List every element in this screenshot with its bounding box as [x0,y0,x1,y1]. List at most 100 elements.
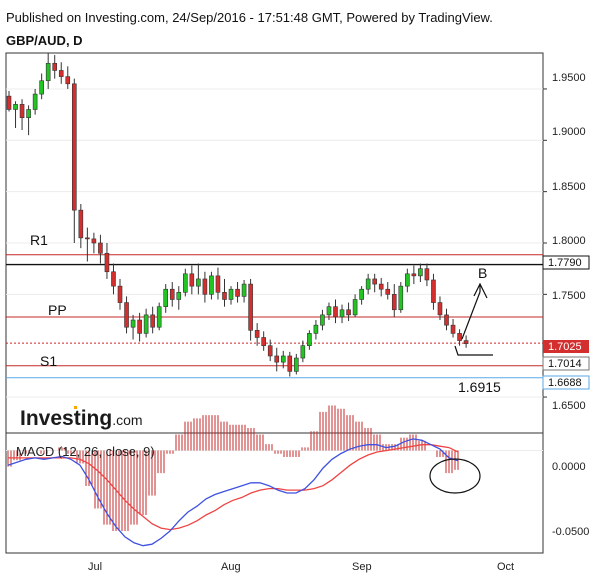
candle-body-25 [163,288,169,307]
candle-46 [300,340,306,363]
candle-body-55 [359,288,364,300]
price-tag-6688-text: 1.6688 [548,377,582,389]
x-label-oct: Oct [497,561,514,573]
x-label-aug: Aug [221,561,241,573]
candle-body-66 [431,279,436,303]
candle-body-5 [32,93,38,110]
candle-4 [26,105,31,136]
candle-body-24 [156,306,162,328]
candle-body-2 [13,104,18,110]
candle-55 [359,286,364,305]
candle-body-19 [124,302,129,328]
macd-tick-1: 0.0000 [552,461,586,473]
price-tag-7014-text: 1.7014 [548,358,582,370]
candle-34 [222,278,227,307]
candle-body-21 [137,319,142,334]
macd-label: MACD (12, 26, close, 9) [16,444,155,459]
candle-body-8 [52,62,58,71]
candle-41 [267,339,273,362]
price-tick-1: 1.9500 [552,72,586,84]
price-tag-7025-text: 1.7025 [548,341,582,353]
x-label-jul: Jul [88,561,102,573]
candle-24 [156,302,162,331]
candle-57 [372,273,377,293]
candle-35 [228,286,234,305]
candle-20 [130,314,136,340]
candle-body-32 [209,275,214,295]
candle-31 [202,271,208,303]
candle-16 [104,243,110,279]
symbol-label: GBP/AUD, D [6,33,83,48]
investing-logo-brand: Investing [20,407,112,430]
candle-body-11 [72,83,77,211]
candle-21 [137,312,142,342]
candle-body-27 [176,291,182,300]
investing-logo-accent [74,406,77,409]
candle-body-36 [235,288,240,297]
candle-body-46 [300,345,306,359]
candle-64 [418,263,423,283]
candle-body-41 [267,345,273,357]
candle-15 [98,234,103,264]
candle-42 [274,347,280,372]
candle-body-67 [437,302,443,316]
candle-66 [431,273,436,310]
price-tick-3: 1.8500 [552,181,586,193]
candle-body-70 [457,333,462,341]
candle-body-7 [45,62,51,82]
projection-arrow-b [461,291,481,340]
published-header: Published on Investing.com, 24/Sep/2016 … [6,10,493,25]
candle-body-62 [405,273,410,287]
candle-61 [398,282,404,313]
price-tag-7014: 1.7014 [542,356,590,371]
candle-18 [117,278,123,310]
candle-2 [13,101,18,128]
macd-series [6,405,543,547]
candle-body-26 [169,288,175,300]
investing-logo-suffix: .com [112,412,142,428]
candle-37 [241,279,247,303]
candle-body-38 [248,283,253,331]
candle-29 [189,265,195,295]
candle-body-64 [418,268,423,277]
candle-10 [65,66,71,89]
candle-body-44 [287,355,293,372]
candle-68 [444,308,449,331]
candle-body-10 [65,76,71,85]
candle-body-3 [19,104,25,119]
candle-body-63 [411,273,417,277]
candle-12 [78,203,84,249]
candle-36 [235,282,240,303]
level-label-r1: R1 [30,232,48,248]
candle-47 [307,330,312,350]
candle-54 [352,294,358,317]
price-tag-7025: 1.7025 [543,340,589,353]
candle-71 [463,335,469,348]
candle-body-47 [307,333,312,347]
candle-body-68 [444,314,449,326]
candle-44 [287,351,293,377]
candle-body-49 [320,314,325,326]
candle-8 [52,55,58,79]
price-tick-2: 1.9000 [552,126,586,138]
annotation-b: B [478,265,487,281]
candle-body-6 [39,80,44,95]
candle-body-60 [391,294,397,311]
candle-51 [333,299,338,324]
candle-body-34 [222,291,227,300]
candle-body-69 [450,324,456,334]
candle-body-59 [385,288,391,295]
candle-body-39 [254,329,260,338]
annotation-target: 1.6915 [458,379,501,395]
candle-body-23 [150,314,155,328]
price-tick-4: 1.8000 [552,235,586,247]
candle-body-9 [58,70,64,77]
candle-body-14 [91,238,97,244]
candle-27 [176,286,182,310]
candle-69 [450,319,456,338]
candle-5 [32,88,38,115]
candle-body-42 [274,355,280,363]
macd-tick-2: -0.0500 [552,526,589,538]
candle-40 [261,331,266,351]
level-lines [6,254,543,379]
